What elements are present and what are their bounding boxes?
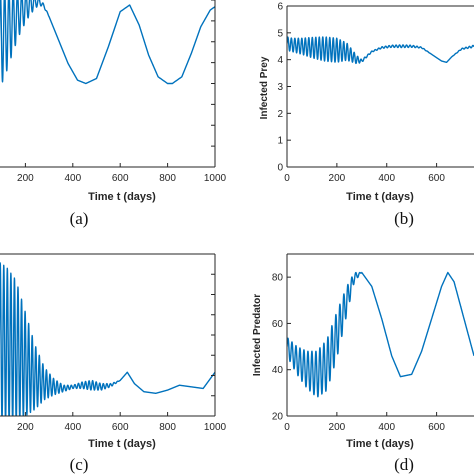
panel-b-y-tick-label: 5 (277, 28, 283, 39)
panel-d-x-tick: 400 (378, 412, 396, 433)
panel-d-x-tick-label: 600 (428, 422, 445, 433)
panel-b-y-tick: 2 (277, 109, 291, 120)
panel-a-series-line (0, 0, 215, 85)
panel-c-x-tick-label: 400 (64, 422, 81, 433)
panel-c-x-axis-label: Time t (days) (88, 438, 156, 450)
panel-d-x-tick: 200 (329, 412, 346, 433)
panel-d-y-tick: 40 (272, 365, 291, 376)
panel-c-x-tick: 800 (159, 412, 176, 433)
panel-b-x-axis-label: Time t (days) (346, 191, 414, 203)
panel-d-y-tick: 80 (272, 273, 291, 284)
panel-d: 0 200 400 600 20 40 60 80 Time t (days) Infect… (252, 253, 474, 474)
panel-c-series-line (0, 262, 215, 416)
panel-d-x-tick: 0 (284, 412, 290, 433)
panel-b-x-ticks: 0 200 400 600 (284, 163, 445, 184)
panel-b-x-tick-label: 200 (329, 173, 346, 184)
panel-a: 200 400 600 800 1000 Time t (days) (a) (0, 0, 227, 228)
panel-c-x-tick-label: 200 (17, 422, 34, 433)
panel-d-series-line (287, 271, 474, 398)
panel-c-x-tick: 200 (17, 412, 34, 433)
panel-b-y-tick: 6 (277, 2, 291, 13)
panel-a-x-tick-label: 600 (112, 173, 129, 184)
panel-b-y-tick: 3 (277, 82, 291, 93)
panel-d-y-axis-label: Infected Predator (252, 294, 263, 376)
panel-c-x-tick: 400 (64, 412, 82, 433)
panel-b-y-tick: 1 (277, 136, 291, 147)
panel-d-y-tick: 60 (272, 319, 291, 330)
panel-b-y-axis-label: Infected Prey (259, 56, 270, 119)
panel-a-x-tick: 1000 (204, 163, 227, 184)
panel-c: 200 400 600 800 1000 Time t (days) (c) (0, 253, 227, 474)
panel-a-x-tick-label: 1000 (204, 173, 227, 184)
panel-b-x-tick-label: 0 (284, 173, 290, 184)
panel-b-y-tick-label: 1 (277, 136, 283, 147)
panel-d-y-tick-label: 20 (272, 412, 284, 423)
panel-a-x-axis-label: Time t (days) (88, 191, 156, 203)
panel-d-y-tick-label: 80 (272, 273, 284, 284)
panel-a-x-tick-label: 800 (159, 173, 176, 184)
panel-a-x-ticks: 200 400 600 800 1000 (17, 0, 227, 184)
panel-b-x-tick: 0 (284, 163, 290, 184)
panel-b-y-tick-label: 2 (277, 109, 283, 120)
panel-d-y-tick-label: 60 (272, 319, 284, 330)
panel-a-x-tick-label: 200 (17, 173, 34, 184)
panel-c-x-tick-label: 1000 (204, 422, 227, 433)
panel-b-y-tick-label: 6 (277, 2, 283, 13)
panel-b-x-tick-label: 600 (428, 173, 445, 184)
panel-b-x-tick: 200 (329, 163, 346, 184)
panel-b-y-tick-label: 4 (277, 55, 283, 66)
panel-d-x-ticks: 0 200 400 600 (284, 412, 445, 433)
panel-a-x-tick: 800 (159, 163, 176, 184)
panel-c-x-tick: 600 (112, 412, 129, 433)
panel-a-caption: (a) (70, 209, 89, 228)
panel-a-x-tick: 600 (112, 163, 129, 184)
panel-d-y-ticks: 20 40 60 80 (272, 273, 291, 423)
panel-a-x-tick-label: 400 (64, 173, 81, 184)
panel-b-y-tick: 4 (277, 55, 291, 66)
panel-d-x-axis-label: Time t (days) (346, 438, 414, 450)
panel-d-x-tick: 600 (428, 412, 445, 433)
panel-d-x-tick-label: 400 (378, 422, 395, 433)
panel-b-y-tick-label: 0 (277, 163, 283, 174)
panel-b-x-tick-label: 400 (378, 173, 395, 184)
panel-a-x-tick: 400 (64, 163, 82, 184)
panel-b-y-tick: 5 (277, 28, 291, 39)
panel-b-y-tick-label: 3 (277, 82, 283, 93)
panel-c-x-ticks: 200 400 600 800 1000 (17, 253, 227, 433)
panel-b-caption: (b) (394, 209, 414, 228)
panel-b-y-ticks: 0 1 2 3 4 5 6 (277, 2, 291, 174)
panel-d-y-tick: 20 (272, 412, 291, 423)
panel-b: 0 200 400 600 0 1 2 3 4 5 6 Time t (days) Infecte… (259, 2, 474, 228)
panel-c-caption: (c) (70, 455, 89, 474)
panel-c-x-tick-label: 800 (159, 422, 176, 433)
panel-a-x-tick: 200 (17, 163, 34, 184)
panel-b-x-tick: 400 (378, 163, 396, 184)
panel-c-x-tick-label: 600 (112, 422, 129, 433)
panel-b-series-line (287, 36, 474, 65)
panel-d-x-tick-label: 200 (329, 422, 346, 433)
panel-c-x-tick: 1000 (204, 412, 227, 433)
panel-d-x-tick-label: 0 (284, 422, 290, 433)
panel-d-y-tick-label: 40 (272, 365, 284, 376)
panel-b-x-tick: 600 (428, 163, 445, 184)
panel-d-caption: (d) (394, 455, 414, 474)
panel-b-y-tick: 0 (277, 163, 291, 174)
